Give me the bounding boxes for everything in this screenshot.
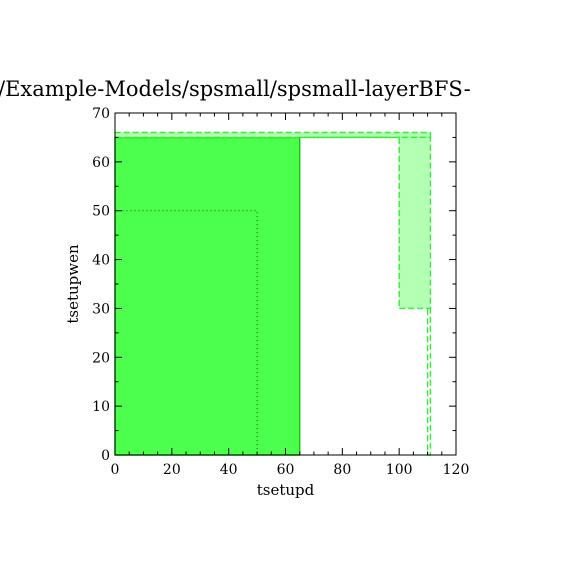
ticks-layer bbox=[114, 112, 457, 456]
tick-labels-layer: 0 20 40 60 80 100 120 0 10 20 30 40 50 60 70 bbox=[92, 106, 469, 478]
x-tick-label: 80 bbox=[333, 462, 351, 478]
y-tick-label: 20 bbox=[92, 350, 110, 366]
y-axis-label: tsetupwen bbox=[64, 244, 82, 324]
x-tick-label: 40 bbox=[220, 462, 238, 478]
x-tick-label: 0 bbox=[111, 462, 120, 478]
chart-region-5 bbox=[426, 307, 432, 456]
x-tick-label: 20 bbox=[163, 462, 181, 478]
chart-region-3 bbox=[398, 136, 432, 310]
x-tick-label: 120 bbox=[443, 462, 470, 478]
y-tick-label: 0 bbox=[101, 448, 110, 464]
y-tick-label: 10 bbox=[92, 399, 110, 415]
x-axis-label: tsetupd bbox=[257, 481, 315, 499]
x-tick-label: 60 bbox=[277, 462, 295, 478]
regions-layer bbox=[114, 131, 432, 456]
y-tick-label: 60 bbox=[92, 155, 110, 171]
x-tick-label: 100 bbox=[386, 462, 413, 478]
chart-title: /Example-Models/spsmall/spsmall-layerBFS… bbox=[0, 77, 471, 101]
y-tick-label: 40 bbox=[92, 253, 110, 269]
y-tick-label: 70 bbox=[92, 106, 110, 122]
chart-region-2 bbox=[114, 131, 432, 139]
chart-region-1 bbox=[114, 136, 301, 456]
y-tick-label: 30 bbox=[92, 301, 110, 317]
y-tick-label: 50 bbox=[92, 204, 110, 220]
